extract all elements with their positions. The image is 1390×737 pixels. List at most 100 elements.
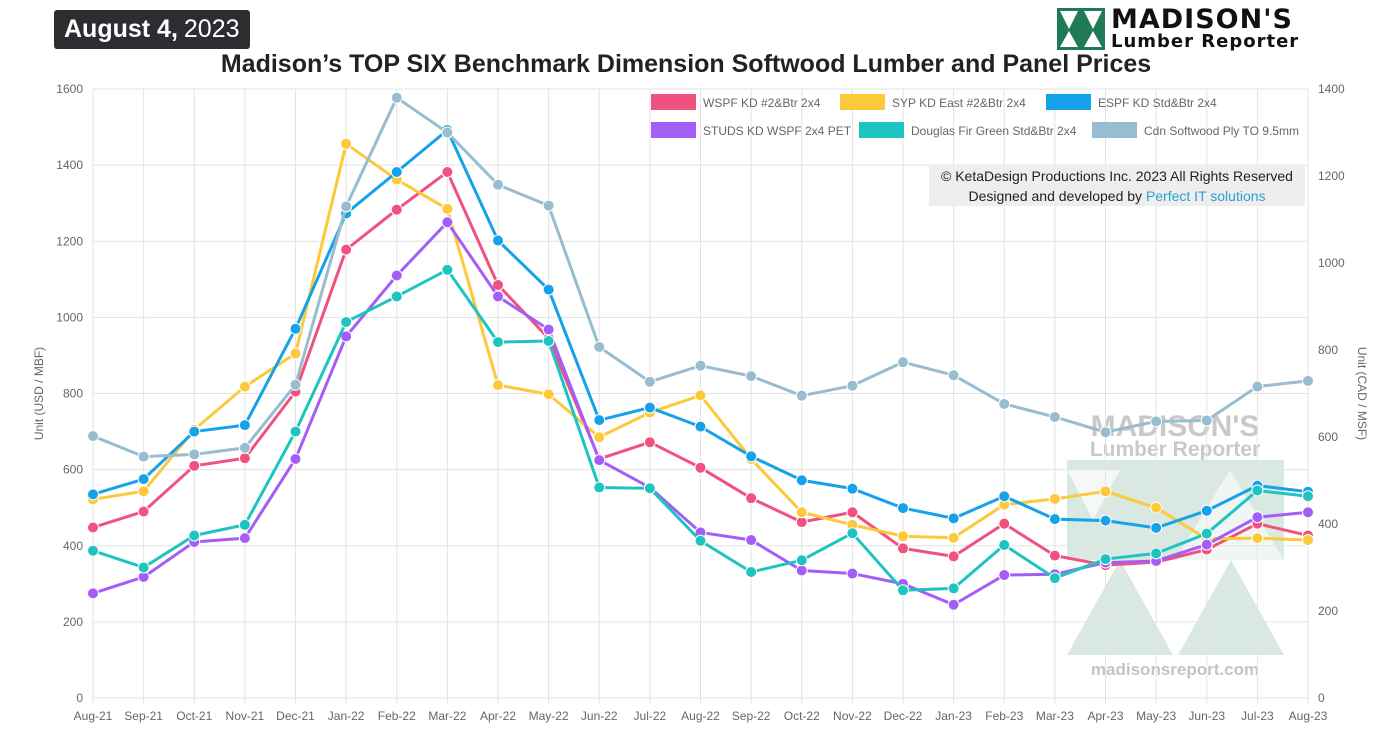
data-point[interactable]	[1150, 547, 1163, 560]
data-point[interactable]	[542, 199, 555, 212]
data-point[interactable]	[593, 414, 606, 427]
data-point[interactable]	[1048, 513, 1061, 526]
data-point[interactable]	[542, 283, 555, 296]
data-point[interactable]	[238, 380, 251, 393]
legend-item[interactable]: ESPF KD Std&Btr 2x4	[1046, 94, 1217, 110]
data-point[interactable]	[137, 485, 150, 498]
data-point[interactable]	[947, 598, 960, 611]
data-point[interactable]	[593, 481, 606, 494]
data-point[interactable]	[87, 488, 99, 501]
data-point[interactable]	[1099, 553, 1112, 566]
data-point[interactable]	[1048, 410, 1061, 423]
data-point[interactable]	[846, 567, 859, 580]
data-point[interactable]	[390, 290, 403, 303]
data-point[interactable]	[390, 203, 403, 216]
data-point[interactable]	[492, 336, 504, 349]
data-point[interactable]	[1302, 490, 1314, 503]
data-point[interactable]	[1200, 527, 1213, 540]
data-point[interactable]	[593, 454, 606, 467]
data-point[interactable]	[897, 542, 909, 555]
data-point[interactable]	[846, 482, 859, 495]
data-point[interactable]	[998, 517, 1011, 530]
data-point[interactable]	[593, 340, 606, 353]
data-point[interactable]	[238, 532, 251, 545]
data-point[interactable]	[289, 347, 302, 360]
data-point[interactable]	[492, 234, 504, 247]
legend-item[interactable]: WSPF KD #2&Btr 2x4	[651, 94, 821, 110]
data-point[interactable]	[492, 290, 504, 303]
data-point[interactable]	[795, 554, 808, 567]
data-point[interactable]	[238, 452, 251, 465]
data-point[interactable]	[1251, 532, 1264, 545]
data-point[interactable]	[998, 397, 1011, 410]
data-point[interactable]	[238, 441, 251, 454]
data-point[interactable]	[188, 459, 201, 472]
data-point[interactable]	[1302, 374, 1314, 387]
data-point[interactable]	[289, 425, 302, 438]
data-point[interactable]	[694, 359, 707, 372]
data-point[interactable]	[643, 482, 656, 495]
data-point[interactable]	[87, 587, 99, 600]
data-point[interactable]	[795, 516, 808, 529]
data-point[interactable]	[795, 474, 808, 487]
data-point[interactable]	[188, 448, 201, 461]
data-point[interactable]	[137, 505, 150, 518]
data-point[interactable]	[947, 531, 960, 544]
data-point[interactable]	[137, 473, 150, 486]
data-point[interactable]	[998, 490, 1011, 503]
legend-item[interactable]: Douglas Fir Green Std&Btr 2x4	[859, 122, 1077, 138]
data-point[interactable]	[998, 569, 1011, 582]
data-point[interactable]	[795, 389, 808, 402]
data-point[interactable]	[795, 564, 808, 577]
data-point[interactable]	[340, 200, 353, 213]
data-point[interactable]	[188, 529, 201, 542]
data-point[interactable]	[441, 202, 454, 215]
data-point[interactable]	[694, 389, 707, 402]
data-point[interactable]	[1099, 514, 1112, 527]
data-point[interactable]	[1099, 485, 1112, 498]
data-point[interactable]	[492, 379, 504, 392]
data-point[interactable]	[947, 512, 960, 525]
legend-item[interactable]: STUDS KD WSPF 2x4 PET	[651, 122, 852, 138]
data-point[interactable]	[745, 492, 758, 505]
data-point[interactable]	[1150, 415, 1163, 428]
data-point[interactable]	[390, 269, 403, 282]
data-point[interactable]	[87, 544, 99, 557]
data-point[interactable]	[795, 506, 808, 519]
data-point[interactable]	[745, 566, 758, 579]
data-point[interactable]	[643, 375, 656, 388]
data-point[interactable]	[137, 450, 150, 463]
data-point[interactable]	[289, 322, 302, 335]
data-point[interactable]	[1200, 504, 1213, 517]
data-point[interactable]	[593, 431, 606, 444]
data-point[interactable]	[542, 334, 555, 347]
data-point[interactable]	[238, 518, 251, 531]
data-point[interactable]	[1150, 521, 1163, 534]
data-point[interactable]	[492, 178, 504, 191]
data-point[interactable]	[542, 388, 555, 401]
data-point[interactable]	[1200, 538, 1213, 551]
data-point[interactable]	[1251, 380, 1264, 393]
data-point[interactable]	[441, 263, 454, 276]
data-point[interactable]	[340, 243, 353, 256]
developer-link[interactable]: Perfect IT solutions	[1145, 188, 1266, 204]
data-point[interactable]	[340, 315, 353, 328]
data-point[interactable]	[947, 369, 960, 382]
data-point[interactable]	[745, 450, 758, 463]
data-point[interactable]	[87, 521, 99, 534]
data-point[interactable]	[1048, 549, 1061, 562]
data-point[interactable]	[643, 401, 656, 414]
data-point[interactable]	[998, 538, 1011, 551]
data-point[interactable]	[1200, 414, 1213, 427]
data-point[interactable]	[1099, 426, 1112, 439]
data-point[interactable]	[1251, 511, 1264, 524]
data-point[interactable]	[897, 584, 909, 597]
data-point[interactable]	[897, 356, 909, 369]
data-point[interactable]	[1048, 572, 1061, 585]
data-point[interactable]	[846, 527, 859, 540]
data-point[interactable]	[1302, 506, 1314, 519]
data-point[interactable]	[745, 534, 758, 547]
data-point[interactable]	[238, 419, 251, 432]
data-point[interactable]	[390, 165, 403, 178]
data-point[interactable]	[1251, 484, 1264, 497]
